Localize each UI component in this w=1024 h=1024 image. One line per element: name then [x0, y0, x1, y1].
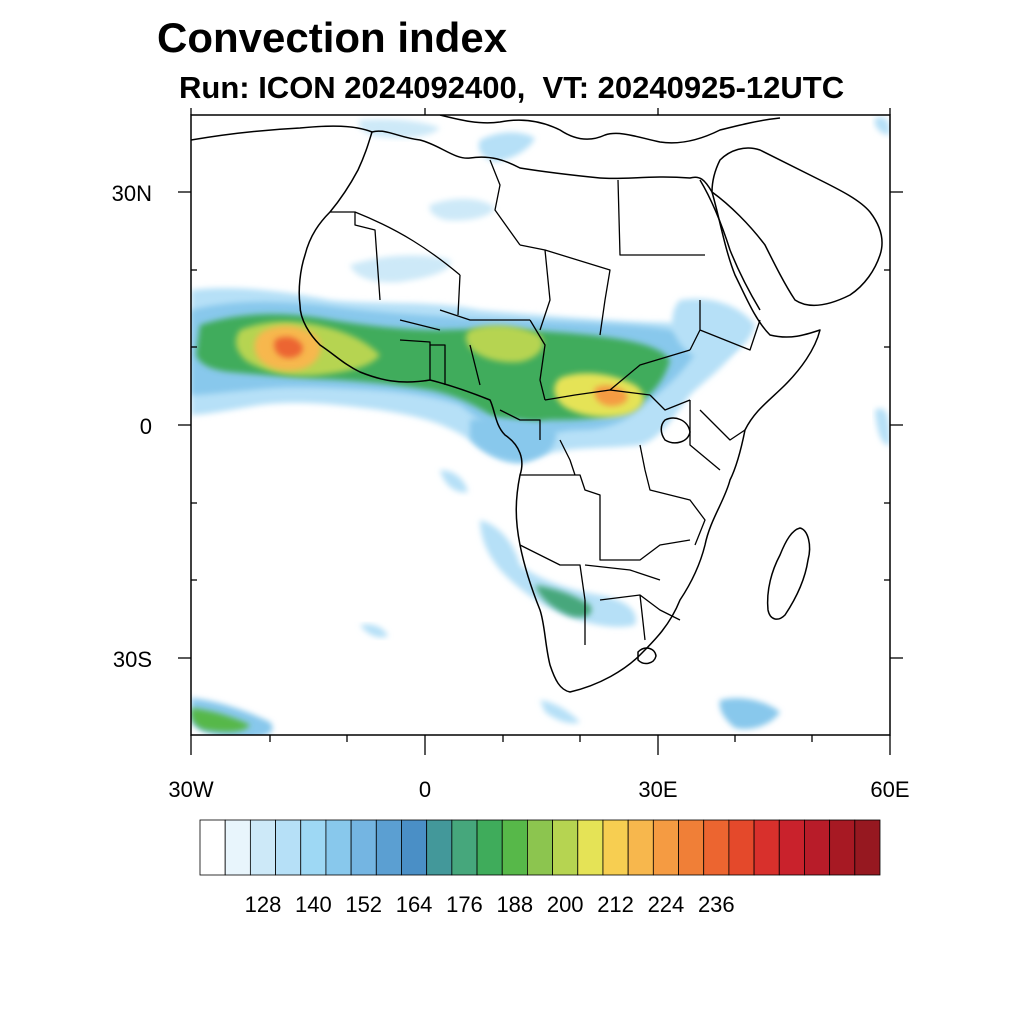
lat-label-0: 0 — [140, 414, 152, 439]
lon-ticks — [190, 108, 891, 755]
africa-coastline — [298, 130, 821, 693]
colorbar-labels: 128 140 152 164 176 188 200 212 224 236 — [245, 892, 735, 917]
hotspot-nigeria — [465, 325, 544, 363]
colorbar-label: 236 — [698, 892, 735, 917]
colorbar-swatch — [627, 819, 654, 876]
colorbar-swatch — [602, 819, 629, 876]
colorbar-swatch — [703, 819, 730, 876]
arabia-cell — [874, 116, 890, 135]
colorbar-swatch — [552, 819, 579, 876]
colorbar-swatch — [577, 819, 604, 876]
lat-ticks — [178, 191, 903, 659]
colorbar-label: 164 — [396, 892, 433, 917]
colorbar-swatch — [753, 819, 780, 876]
colorbar-swatch — [527, 819, 553, 876]
sahara-streak-1 — [350, 255, 451, 283]
colorbar-swatch — [350, 819, 377, 876]
lat-label-30s: 30S — [113, 647, 152, 672]
europe-coast — [191, 115, 781, 144]
colorbar-swatch — [501, 819, 528, 876]
colorbar-swatch — [804, 819, 831, 876]
lon-label-60e: 60E — [870, 777, 909, 802]
colorbar-swatch — [678, 819, 705, 876]
colorbar-swatch — [300, 819, 327, 876]
chart-title: Convection index — [157, 14, 508, 61]
lon-label-0: 0 — [419, 777, 431, 802]
colorbar-swatch — [249, 819, 276, 876]
libya-streak — [478, 132, 535, 162]
south-cell-3 — [360, 624, 388, 638]
colorbar-swatch — [325, 819, 352, 876]
south-atlantic-storm-green — [191, 708, 250, 732]
lon-label-30e: 30E — [638, 777, 677, 802]
chart-subtitle: Run: ICON 2024092400, VT: 20240925-12UTC — [179, 70, 845, 105]
madagascar — [766, 527, 811, 620]
colorbar-swatch — [275, 819, 302, 876]
southern-africa-outer — [480, 520, 636, 627]
lat-label-30n: 30N — [112, 181, 152, 206]
south-cell-1 — [540, 700, 580, 724]
coastlines — [191, 115, 883, 693]
colorbar-label: 200 — [547, 892, 584, 917]
colorbar-label: 140 — [295, 892, 332, 917]
colorbar — [199, 819, 881, 876]
colorbar-label: 152 — [345, 892, 382, 917]
colorbar-swatch — [451, 819, 478, 876]
colorbar-swatch — [401, 819, 428, 876]
colorbar-swatch — [426, 819, 453, 876]
congo-extension — [470, 418, 556, 462]
colorbar-label: 188 — [496, 892, 533, 917]
colorbar-label: 128 — [245, 892, 282, 917]
sahara-streak-3 — [358, 119, 440, 138]
colorbar-swatch — [199, 819, 226, 876]
colorbar-swatch — [476, 819, 503, 876]
lesotho — [637, 647, 657, 665]
red-sea — [699, 179, 761, 311]
colorbar-swatch — [375, 819, 402, 876]
colorbar-swatch — [224, 819, 251, 876]
hotspot-guinea-core — [274, 336, 303, 358]
colorbar-swatch — [829, 819, 856, 876]
indian-ocean-cell — [875, 408, 890, 446]
sahara-streak-2 — [429, 198, 495, 221]
colorbar-label: 224 — [648, 892, 685, 917]
colorbar-swatch — [728, 819, 755, 876]
colorbar-swatch — [652, 819, 679, 876]
gulf-cell — [440, 470, 468, 493]
lon-label-30w: 30W — [168, 777, 213, 802]
colorbar-swatch — [778, 819, 805, 876]
southern-africa-green — [535, 585, 592, 618]
colorbar-swatch — [854, 819, 881, 876]
south-cell-2 — [719, 698, 780, 730]
colorbar-label: 176 — [446, 892, 483, 917]
arabian-peninsula — [711, 147, 883, 307]
colorbar-label: 212 — [597, 892, 634, 917]
lake-victoria — [660, 417, 691, 444]
borders — [330, 159, 761, 645]
